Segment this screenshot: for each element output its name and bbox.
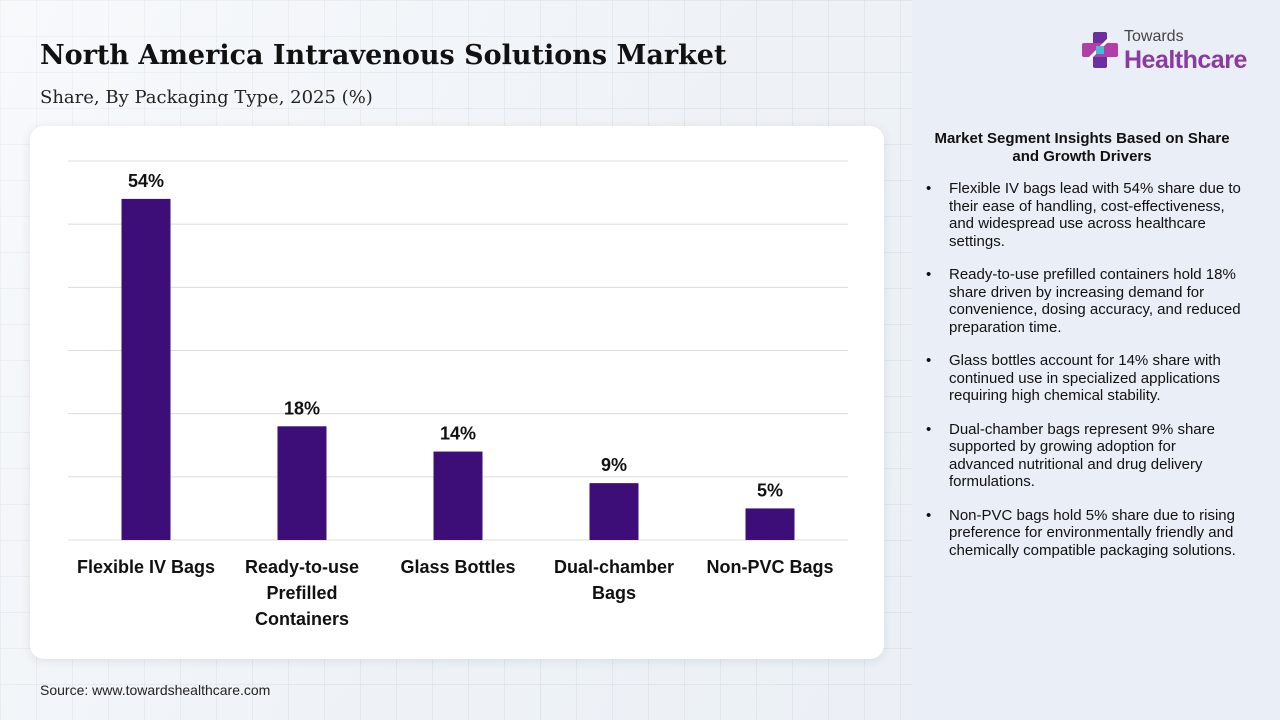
source-note: Source: www.towardshealthcare.com [40, 682, 271, 698]
x-tick-label: Dual-chamber [554, 557, 674, 577]
bullet-icon: • [926, 506, 932, 524]
page-subtitle: Share, By Packaging Type, 2025 (%) [40, 87, 373, 108]
data-label: 14% [440, 424, 476, 444]
insights-list: • Flexible IV bags lead with 54% share du… [924, 180, 1244, 575]
x-tick-label: Flexible IV Bags [77, 557, 215, 577]
insight-text: Flexible IV bags lead with 54% share due… [949, 180, 1241, 250]
insight-item: • Dual-chamber bags represent 9% share su… [924, 421, 1244, 491]
bar-3 [433, 451, 483, 540]
logo-text-bottom: Healthcare [1124, 46, 1247, 74]
bullet-icon: • [926, 352, 932, 369]
insight-item: • Flexible IV bags lead with 54% share du… [924, 180, 1244, 250]
brand-logo: Towards Healthcare [1080, 26, 1260, 80]
bar-chart: 54% Flexible IV Bags 18% Ready-to-use Prefil… [68, 160, 848, 629]
bullet-icon: • [926, 266, 932, 283]
insights-panel-background [912, 0, 1280, 720]
insight-item: • Glass bottles account for 14% share wit… [924, 352, 1244, 405]
x-tick-label: Glass Bottles [400, 557, 515, 577]
bar-4 [589, 483, 639, 540]
cross-logo-icon [1082, 32, 1118, 68]
insight-text: Non-PVC bags hold 5% share due to rising… [949, 506, 1236, 559]
insight-item: • Non-PVC bags hold 5% share due to risin… [924, 507, 1244, 560]
x-tick-label: Prefilled [266, 583, 337, 603]
bar-1 [121, 198, 171, 540]
x-tick-label: Ready-to-use [245, 557, 359, 577]
data-label: 54% [128, 171, 164, 191]
x-tick-label: Containers [255, 609, 349, 629]
data-label: 18% [284, 398, 320, 418]
bar-5 [745, 508, 795, 540]
bullet-icon: • [926, 180, 932, 197]
bar-2 [277, 426, 327, 540]
x-tick-label: Non-PVC Bags [706, 557, 833, 577]
logo-text-top: Towards [1124, 28, 1184, 45]
bullet-icon: • [926, 420, 932, 438]
insights-title: Market Segment Insights Based on Share a… [934, 130, 1230, 165]
data-label: 9% [601, 455, 627, 475]
insight-text: Glass bottles account for 14% share with… [949, 352, 1221, 404]
page-title: North America Intravenous Solutions Mark… [40, 40, 727, 71]
data-label: 5% [757, 480, 783, 500]
insight-item: • Ready-to-use prefilled containers hold … [924, 266, 1244, 336]
insight-text: Ready-to-use prefilled containers hold 1… [949, 266, 1241, 336]
chart-card: 54% Flexible IV Bags 18% Ready-to-use Prefil… [30, 126, 884, 659]
x-tick-label: Bags [592, 583, 636, 603]
insight-text: Dual-chamber bags represent 9% share sup… [949, 420, 1215, 491]
